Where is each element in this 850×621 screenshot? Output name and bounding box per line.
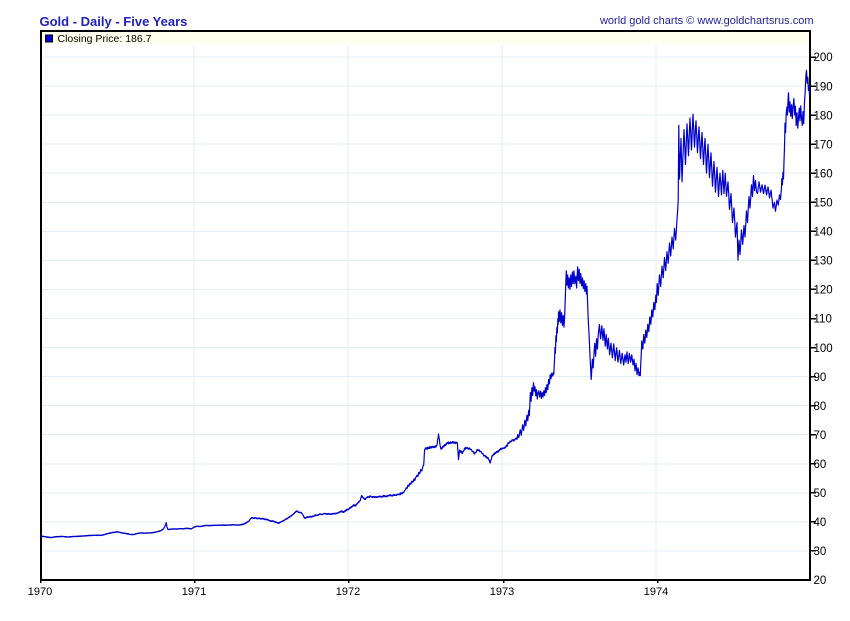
- svg-text:150: 150: [814, 198, 833, 210]
- svg-text:70: 70: [814, 430, 827, 442]
- svg-text:170: 170: [814, 139, 833, 151]
- svg-text:30: 30: [814, 546, 827, 558]
- svg-text:200: 200: [814, 52, 833, 64]
- svg-text:1970: 1970: [28, 586, 52, 598]
- svg-text:80: 80: [814, 401, 827, 413]
- svg-text:90: 90: [814, 372, 827, 384]
- svg-text:20: 20: [814, 575, 827, 587]
- svg-text:1972: 1972: [336, 586, 360, 598]
- svg-text:120: 120: [814, 285, 833, 297]
- svg-text:1971: 1971: [182, 586, 206, 598]
- svg-text:160: 160: [814, 168, 833, 180]
- svg-text:190: 190: [814, 81, 833, 93]
- svg-text:40: 40: [814, 517, 827, 529]
- svg-text:60: 60: [814, 459, 827, 471]
- svg-text:100: 100: [814, 343, 833, 355]
- svg-text:1974: 1974: [644, 586, 668, 598]
- svg-text:world gold charts © www.goldch: world gold charts © www.goldchartsrus.co…: [599, 15, 814, 27]
- svg-text:Closing Price: 186.7: Closing Price: 186.7: [58, 33, 152, 45]
- svg-text:Gold - Daily - Five Years: Gold - Daily - Five Years: [40, 14, 188, 29]
- svg-text:50: 50: [814, 488, 827, 500]
- svg-text:130: 130: [814, 256, 833, 268]
- svg-text:1973: 1973: [490, 586, 514, 598]
- svg-text:180: 180: [814, 110, 833, 122]
- svg-text:140: 140: [814, 227, 833, 239]
- svg-text:110: 110: [814, 314, 832, 326]
